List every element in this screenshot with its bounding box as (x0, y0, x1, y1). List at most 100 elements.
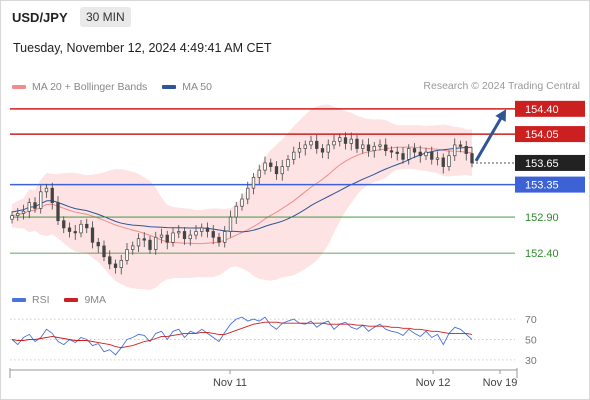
candle-down (50, 187, 54, 203)
legend-label: RSI (32, 294, 50, 306)
candle-down (464, 145, 468, 154)
candle-up (424, 151, 428, 157)
levels-layer: 154.40 154.05 153.65 153.35 152.90 152.40 (10, 100, 585, 260)
candle-up (79, 223, 83, 234)
candle-up (21, 210, 26, 214)
candle-up (177, 231, 181, 234)
legend-swatch (12, 85, 26, 89)
candle-up (10, 215, 14, 220)
candle-up (303, 144, 307, 149)
candle-down (85, 223, 89, 229)
ma50-line (11, 146, 473, 233)
forecast-arrow-shaft (474, 113, 505, 162)
rsi-layer: 70 50 30 (10, 314, 537, 367)
rsi-tick-label: 70 (525, 314, 537, 326)
candle-up (286, 158, 290, 167)
candle-down (67, 227, 72, 232)
candle-up (309, 140, 313, 146)
candle-down (142, 238, 146, 241)
time-tick-label: Nov 11 (213, 377, 247, 389)
candle-down (90, 227, 95, 243)
level-label-resistance: 154.40 (525, 104, 559, 116)
candle-up (349, 138, 353, 144)
candle-down (165, 234, 169, 243)
candle-down (355, 138, 359, 149)
candle-down (148, 239, 152, 250)
candle-down (470, 153, 474, 164)
candle-up (27, 202, 31, 212)
candle-down (366, 144, 371, 152)
timeframe-badge[interactable]: 30 MIN (80, 7, 131, 27)
candle-down (401, 153, 405, 160)
candle-up (223, 231, 227, 243)
candle-down (56, 202, 60, 222)
candle-down (33, 202, 37, 209)
candle-down (441, 157, 445, 167)
candle-up (378, 144, 382, 147)
legend-swatch (162, 85, 177, 89)
candle-up (263, 162, 267, 171)
candle-up (372, 145, 376, 152)
candle-down (418, 151, 422, 157)
candle-up (154, 236, 158, 250)
level-label-resistance: 154.05 (525, 129, 559, 141)
rsi-9ma-line (11, 321, 473, 349)
candle-down (458, 144, 463, 147)
candle-down (182, 231, 187, 240)
candle-down (217, 236, 221, 243)
candle-up (246, 187, 250, 200)
symbol-title: USD/JPY (12, 10, 68, 25)
level-box-resistance (515, 126, 585, 143)
candle-up (44, 187, 49, 193)
candle-down (108, 256, 112, 265)
candle-down (412, 148, 417, 153)
current-price-box (515, 154, 585, 171)
candle-down (395, 151, 399, 154)
legend-item-ma20: MA 20 + Bollinger Bands (12, 81, 147, 93)
candle-up (39, 191, 43, 209)
candle-up (136, 238, 141, 247)
legend-item-rsi: RSI (12, 294, 50, 306)
level-label-target: 152.40 (525, 248, 559, 260)
level-box-resistance (515, 100, 585, 117)
candle-up (447, 155, 451, 167)
level-label-target: 152.90 (525, 212, 559, 224)
candle-down (320, 148, 325, 153)
candle-up (338, 137, 342, 142)
candle-up (125, 249, 129, 261)
candle-up (188, 234, 192, 240)
candle-down (269, 162, 273, 167)
candle-up (16, 213, 20, 216)
candle-up (131, 245, 135, 250)
candle-up (297, 148, 302, 153)
candle-down (274, 166, 279, 175)
forecast-arrow-layer (474, 109, 507, 162)
candle-up (251, 177, 256, 189)
candle-up (228, 216, 233, 232)
candle-up (200, 227, 204, 232)
legend-item-ma50: MA 50 (162, 81, 212, 93)
legend-item-9ma: 9MA (64, 294, 106, 306)
candle-down (96, 241, 100, 247)
candle-up (332, 140, 336, 146)
ma20-line (11, 146, 473, 245)
candle-up (361, 144, 365, 149)
candle-up (257, 169, 261, 178)
indicator-legend: RSI 9MA (12, 293, 118, 306)
timestamp: Tuesday, November 12, 2024 4:49:41 AM CE… (13, 41, 272, 55)
legend-swatch (12, 298, 26, 302)
time-axis-layer: Nov 11 Nov 12 Nov 19 (9, 368, 518, 389)
candle-up (119, 260, 123, 268)
candle-down (211, 231, 215, 238)
rsi-tick-label: 30 (525, 355, 537, 367)
time-tick-label: Nov 12 (416, 377, 451, 389)
candle-up (407, 148, 411, 160)
legend-swatch (64, 298, 79, 302)
rsi-line (11, 316, 473, 356)
level-label-current: 153.65 (525, 158, 559, 170)
candle-up (453, 144, 457, 157)
legend-label: MA 20 + Bollinger Bands (32, 81, 148, 93)
candle-up (240, 198, 244, 207)
candles-layer (10, 132, 474, 275)
